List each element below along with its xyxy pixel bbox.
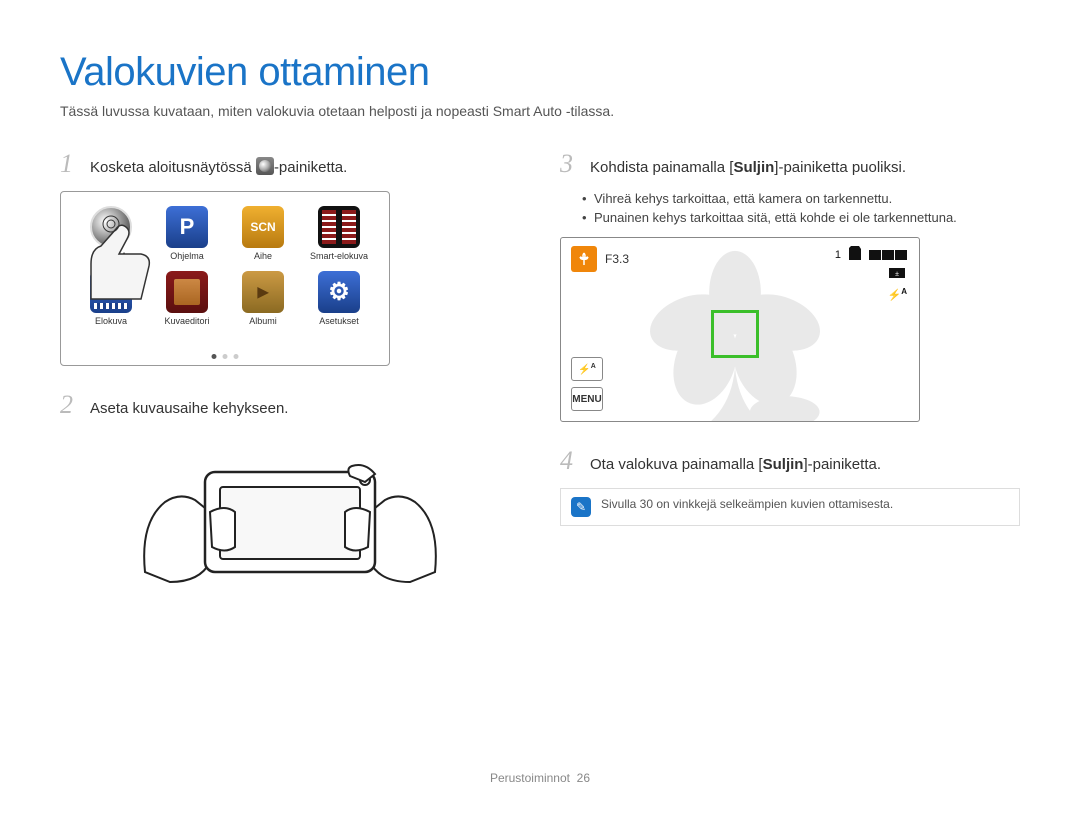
page-footer: Perustoiminnot 26: [0, 771, 1080, 785]
step-3-bullets: Vihreä kehys tarkoittaa, että kamera on …: [560, 191, 1020, 225]
home-screen-illustration: Smart A Ohjelma Aihe Smart-elokuva: [60, 191, 390, 366]
app-asetukset: Asetukset: [307, 271, 371, 326]
scene-app-icon: [242, 206, 284, 248]
content-columns: 1 Kosketa aloitusnäytössä -painiketta. S…: [60, 149, 1020, 592]
svg-text:±: ±: [895, 271, 899, 278]
step-1-text: Kosketa aloitusnäytössä -painiketta.: [90, 157, 347, 176]
right-column: 3 Kohdista painamalla [Suljin]-painikett…: [560, 149, 1020, 592]
memory-card-icon: [849, 246, 861, 263]
step-3-text: Kohdista painamalla [Suljin]-painiketta …: [590, 159, 906, 176]
footer-section: Perustoiminnot: [490, 771, 570, 785]
page-indicator-dots: [212, 354, 239, 359]
camera-holding-illustration: [140, 432, 440, 592]
program-app-icon: [166, 206, 208, 248]
exposure-comp-icon: ±: [889, 268, 905, 281]
step-3-number: 3: [560, 149, 580, 179]
smart-auto-icon: [256, 157, 274, 175]
app-grid: Smart A Ohjelma Aihe Smart-elokuva: [79, 206, 371, 326]
step-2-number: 2: [60, 390, 80, 420]
focus-frame: [711, 310, 759, 358]
step-4-number: 4: [560, 446, 580, 476]
app-albumi: Albumi: [231, 271, 295, 326]
info-note-icon: ✎: [571, 497, 591, 517]
viewfinder-illustration: F3.3 1 ± ⚡A: [560, 237, 920, 422]
app-label: Albumi: [249, 316, 277, 326]
bullet-red-frame: Punainen kehys tarkoittaa sitä, että koh…: [594, 210, 1020, 225]
step-4: 4 Ota valokuva painamalla [Suljin]-paini…: [560, 446, 1020, 476]
shot-count: 1: [835, 249, 841, 261]
app-label: Elokuva: [95, 316, 127, 326]
app-smart-auto: Smart A: [79, 206, 143, 261]
app-smart-elokuva: Smart-elokuva: [307, 206, 371, 261]
flash-mode-button: ⚡A: [571, 357, 603, 381]
manual-page: Valokuvien ottaminen Tässä luvussa kuvat…: [0, 0, 1080, 632]
app-ohjelma: Ohjelma: [155, 206, 219, 261]
tip-note-box: ✎ Sivulla 30 on vinkkejä selkeämpien kuv…: [560, 488, 1020, 526]
app-label: Asetukset: [319, 316, 359, 326]
footer-page-number: 26: [577, 771, 590, 785]
app-elokuva: Elokuva: [79, 271, 143, 326]
photo-editor-app-icon: [166, 271, 208, 313]
app-label: Kuvaeditori: [164, 316, 209, 326]
app-label: Smart-elokuva: [310, 251, 368, 261]
left-column: 1 Kosketa aloitusnäytössä -painiketta. S…: [60, 149, 520, 592]
app-aihe: Aihe: [231, 206, 295, 261]
viewfinder-top-right: 1: [835, 246, 907, 263]
macro-mode-icon: [571, 246, 597, 272]
menu-button: MENU: [571, 387, 603, 411]
flash-auto-icon: ⚡A: [888, 287, 907, 302]
app-label: Ohjelma: [170, 251, 204, 261]
album-app-icon: [242, 271, 284, 313]
aperture-value: F3.3: [605, 252, 629, 266]
step-4-text: Ota valokuva painamalla [Suljin]-painike…: [590, 456, 881, 473]
step-1-number: 1: [60, 149, 80, 179]
step-1: 1 Kosketa aloitusnäytössä -painiketta.: [60, 149, 520, 179]
movie-app-icon: [90, 271, 132, 313]
step-2-text: Aseta kuvausaihe kehykseen.: [90, 400, 288, 417]
smart-movie-app-icon: [318, 206, 360, 248]
step-2: 2 Aseta kuvausaihe kehykseen.: [60, 390, 520, 420]
settings-app-icon: [318, 271, 360, 313]
smart-auto-app-icon: [90, 206, 132, 248]
app-kuvaeditori: Kuvaeditori: [155, 271, 219, 326]
battery-icon: [869, 250, 907, 260]
app-label: Smart A: [95, 251, 127, 261]
bullet-green-frame: Vihreä kehys tarkoittaa, että kamera on …: [594, 191, 1020, 206]
page-subtitle: Tässä luvussa kuvataan, miten valokuvia …: [60, 103, 1020, 119]
viewfinder-right-icons: ± ⚡A: [888, 268, 907, 302]
page-title: Valokuvien ottaminen: [60, 50, 1020, 95]
note-text: Sivulla 30 on vinkkejä selkeämpien kuvie…: [601, 497, 893, 511]
viewfinder-bottom-left: ⚡A MENU: [571, 357, 603, 411]
app-label: Aihe: [254, 251, 272, 261]
step-3: 3 Kohdista painamalla [Suljin]-painikett…: [560, 149, 1020, 179]
viewfinder-top-left: [571, 246, 597, 272]
